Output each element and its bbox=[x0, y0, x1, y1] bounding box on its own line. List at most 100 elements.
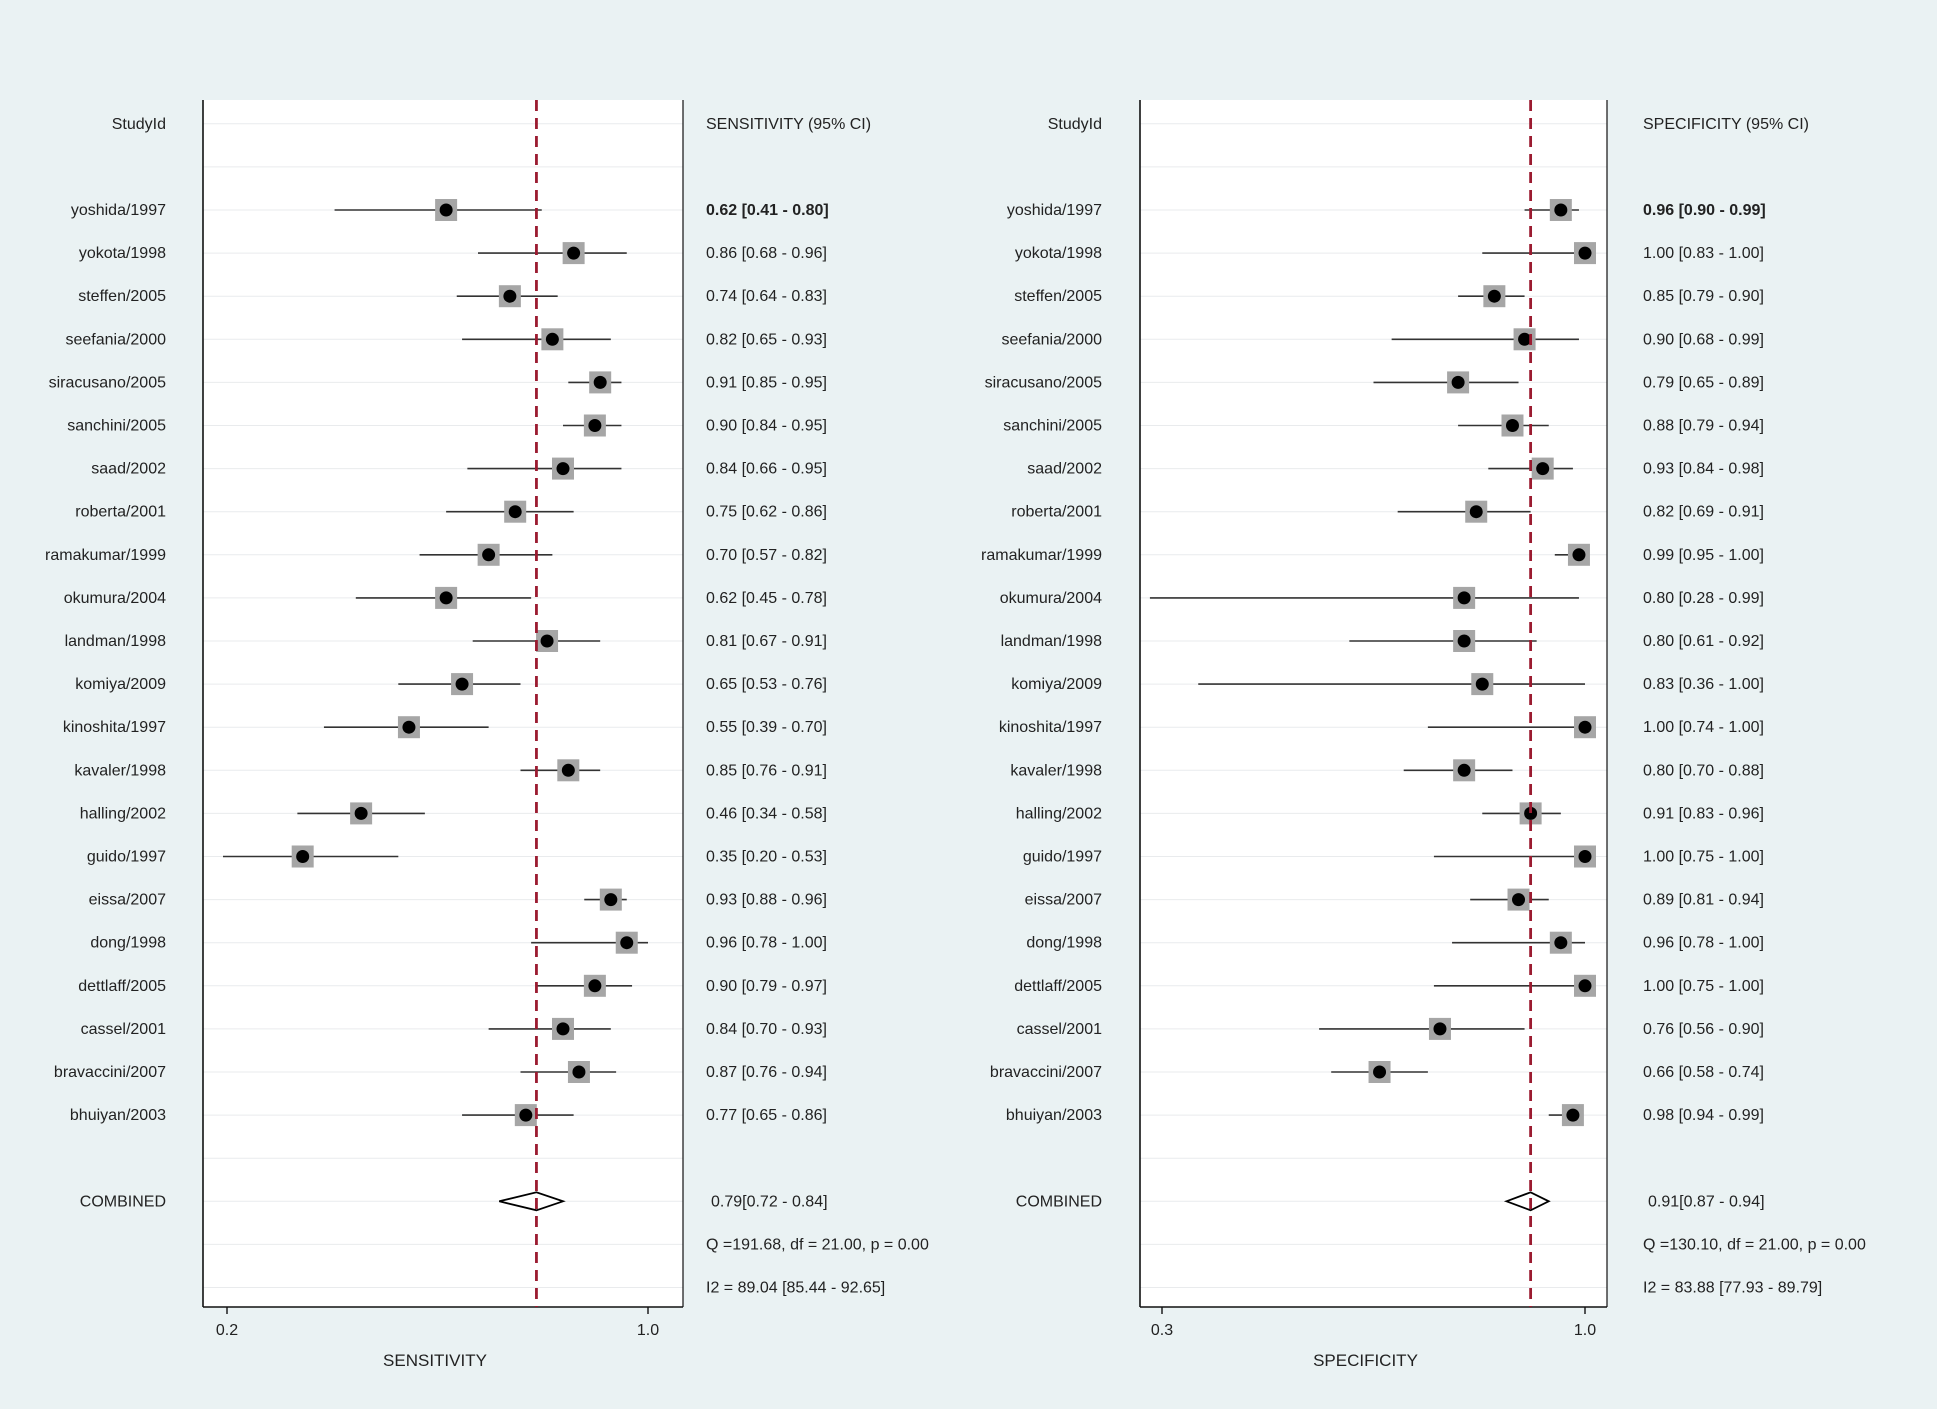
study-point-estimate bbox=[1457, 634, 1471, 648]
combined-ci-value: 0.91[0.87 - 0.94] bbox=[1648, 1193, 1765, 1210]
study-point-estimate bbox=[1578, 850, 1592, 863]
study-ci-value: 0.83 [0.36 - 1.00] bbox=[1643, 676, 1764, 693]
study-ci-value: 0.90 [0.68 - 0.99] bbox=[1643, 331, 1764, 348]
study-point-estimate bbox=[1572, 548, 1586, 562]
study-point-estimate bbox=[1451, 375, 1465, 389]
study-label: kinoshita/1997 bbox=[63, 719, 166, 736]
study-point-estimate bbox=[1505, 419, 1519, 432]
study-ci-value: 0.80 [0.70 - 0.88] bbox=[1643, 762, 1764, 779]
study-label: siracusano/2005 bbox=[49, 374, 167, 391]
study-point-estimate bbox=[1512, 893, 1526, 907]
study-point-estimate bbox=[556, 462, 570, 476]
study-point-estimate bbox=[1469, 505, 1483, 519]
study-point-estimate bbox=[604, 893, 618, 907]
study-label: ramakumar/1999 bbox=[45, 547, 166, 564]
study-point-estimate bbox=[1524, 806, 1538, 820]
x-tick-label: 1.0 bbox=[637, 1322, 659, 1339]
study-ci-value: 1.00 [0.75 - 1.00] bbox=[1643, 978, 1764, 995]
study-ci-value: 0.84 [0.70 - 0.93] bbox=[706, 1021, 827, 1038]
study-ci-value: 0.93 [0.88 - 0.96] bbox=[706, 892, 827, 909]
study-point-estimate bbox=[1578, 720, 1592, 734]
study-label: bhuiyan/2003 bbox=[70, 1107, 166, 1124]
study-label: seefania/2000 bbox=[65, 331, 166, 348]
study-ci-value: 0.81 [0.67 - 0.91] bbox=[706, 633, 827, 650]
study-ci-value: 0.85 [0.76 - 0.91] bbox=[706, 762, 827, 779]
study-label: bravaccini/2007 bbox=[990, 1064, 1102, 1081]
study-label: cassel/2001 bbox=[1017, 1021, 1102, 1038]
study-label: kavaler/1998 bbox=[1010, 762, 1102, 779]
study-ci-value: 0.46 [0.34 - 0.58] bbox=[706, 805, 827, 822]
heterogeneity-q-stat: Q =130.10, df = 21.00, p = 0.00 bbox=[1643, 1236, 1866, 1253]
study-point-estimate bbox=[482, 548, 496, 562]
study-column-header: StudyId bbox=[112, 116, 166, 133]
study-ci-value: 0.96 [0.78 - 1.00] bbox=[706, 935, 827, 952]
study-ci-value: 0.98 [0.94 - 0.99] bbox=[1643, 1107, 1764, 1124]
heterogeneity-i2-stat: I2 = 83.88 [77.93 - 89.79] bbox=[1643, 1280, 1822, 1297]
study-label: kinoshita/1997 bbox=[999, 719, 1102, 736]
study-point-estimate bbox=[561, 763, 575, 777]
study-label: okumura/2004 bbox=[64, 590, 166, 607]
x-axis-title: SPECIFICITY bbox=[1313, 1351, 1418, 1370]
study-label: kavaler/1998 bbox=[74, 762, 166, 779]
study-point-estimate bbox=[1457, 591, 1471, 605]
study-label: yoshida/1997 bbox=[71, 202, 166, 219]
study-label: eissa/2007 bbox=[89, 892, 166, 909]
study-ci-value: 0.80 [0.28 - 0.99] bbox=[1643, 590, 1764, 607]
study-ci-value: 0.55 [0.39 - 0.70] bbox=[706, 719, 827, 736]
study-point-estimate bbox=[593, 375, 607, 389]
study-ci-value: 1.00 [0.74 - 1.00] bbox=[1643, 719, 1764, 736]
study-ci-value: 0.91 [0.85 - 0.95] bbox=[706, 374, 827, 391]
study-label: bhuiyan/2003 bbox=[1006, 1107, 1102, 1124]
study-point-estimate bbox=[1554, 203, 1568, 217]
study-label: komiya/2009 bbox=[75, 676, 166, 693]
study-label: sanchini/2005 bbox=[1003, 418, 1102, 435]
study-ci-value: 0.79 [0.65 - 0.89] bbox=[1643, 374, 1764, 391]
study-point-estimate bbox=[519, 1108, 533, 1122]
study-point-estimate bbox=[620, 936, 634, 950]
x-tick-label: 1.0 bbox=[1574, 1322, 1596, 1339]
x-tick-label: 0.2 bbox=[216, 1322, 238, 1339]
study-ci-value: 0.62 [0.41 - 0.80] bbox=[706, 202, 829, 219]
study-ci-value: 0.65 [0.53 - 0.76] bbox=[706, 676, 827, 693]
study-ci-value: 0.91 [0.83 - 0.96] bbox=[1643, 805, 1764, 822]
study-point-estimate bbox=[354, 806, 368, 820]
ci-column-header: SPECIFICITY (95% CI) bbox=[1643, 116, 1809, 133]
study-label: siracusano/2005 bbox=[985, 374, 1103, 391]
study-ci-value: 1.00 [0.83 - 1.00] bbox=[1643, 245, 1764, 262]
study-ci-value: 0.84 [0.66 - 0.95] bbox=[706, 461, 827, 478]
study-ci-value: 0.66 [0.58 - 0.74] bbox=[1643, 1064, 1764, 1081]
study-label: bravaccini/2007 bbox=[54, 1064, 166, 1081]
study-label: seefania/2000 bbox=[1001, 331, 1102, 348]
study-point-estimate bbox=[1566, 1108, 1580, 1122]
study-point-estimate bbox=[1578, 246, 1592, 260]
study-label: steffen/2005 bbox=[78, 288, 166, 305]
study-label: roberta/2001 bbox=[75, 504, 166, 521]
x-tick-label: 0.3 bbox=[1151, 1322, 1173, 1339]
study-ci-value: 0.35 [0.20 - 0.53] bbox=[706, 849, 827, 866]
study-label: saad/2002 bbox=[91, 461, 166, 478]
study-ci-value: 0.87 [0.76 - 0.94] bbox=[706, 1064, 827, 1081]
study-label: halling/2002 bbox=[1016, 805, 1102, 822]
study-point-estimate bbox=[1433, 1022, 1447, 1036]
study-ci-value: 0.82 [0.69 - 0.91] bbox=[1643, 504, 1764, 521]
study-ci-value: 0.90 [0.79 - 0.97] bbox=[706, 978, 827, 995]
study-point-estimate bbox=[455, 677, 469, 691]
study-ci-value: 0.86 [0.68 - 0.96] bbox=[706, 245, 827, 262]
study-label: okumura/2004 bbox=[1000, 590, 1102, 607]
study-label: eissa/2007 bbox=[1025, 892, 1102, 909]
study-point-estimate bbox=[439, 591, 453, 605]
study-label: sanchini/2005 bbox=[67, 418, 166, 435]
study-ci-value: 0.62 [0.45 - 0.78] bbox=[706, 590, 827, 607]
study-label: halling/2002 bbox=[80, 805, 166, 822]
study-label: landman/1998 bbox=[1001, 633, 1103, 650]
study-label: guido/1997 bbox=[1023, 849, 1102, 866]
study-ci-value: 0.76 [0.56 - 0.90] bbox=[1643, 1021, 1764, 1038]
study-point-estimate bbox=[1475, 677, 1489, 691]
study-ci-value: 0.88 [0.79 - 0.94] bbox=[1643, 418, 1764, 435]
study-label: roberta/2001 bbox=[1011, 504, 1102, 521]
study-point-estimate bbox=[567, 246, 581, 260]
combined-label: COMBINED bbox=[80, 1193, 166, 1210]
study-ci-value: 0.80 [0.61 - 0.92] bbox=[1643, 633, 1764, 650]
study-point-estimate bbox=[402, 720, 416, 734]
study-label: ramakumar/1999 bbox=[981, 547, 1102, 564]
